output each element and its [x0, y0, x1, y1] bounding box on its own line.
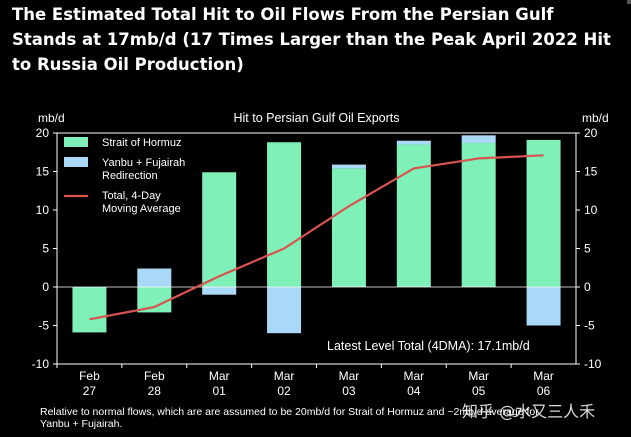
- legend-label-line: Strait of Hormuz: [102, 137, 181, 149]
- legend: Strait of Hormuz Yanbu + Fujairah Redirect…: [64, 137, 185, 215]
- line-layer: [89, 154, 544, 321]
- bar-yanbu-fujairah: [461, 135, 496, 144]
- bar-strait-of-hormuz: [461, 143, 496, 287]
- legend-label-line: Moving Average: [102, 203, 181, 215]
- line-4day-moving-average: [89, 154, 544, 321]
- bar-strait-of-hormuz: [202, 172, 237, 287]
- x-tick-label-line: 05: [472, 384, 486, 398]
- axis-left: -10 -5 0 5 10 15 20: [32, 126, 57, 371]
- x-tick-label: Mar 06: [533, 369, 554, 398]
- x-tick-label-line: 28: [148, 384, 162, 398]
- chart-svg: Hit to Persian Gulf Oil Exports mb/d mb/…: [32, 111, 609, 398]
- legend-label: Yanbu + Fujairah Redirection: [102, 157, 185, 182]
- x-tick-label-line: Mar: [339, 369, 360, 383]
- bar-yanbu-fujairah: [331, 164, 366, 169]
- bar-strait-of-hormuz: [72, 287, 107, 333]
- x-tick-label-line: 02: [277, 384, 291, 398]
- x-tick-label: Mar 04: [403, 369, 424, 398]
- y-tick-label-left: 15: [36, 165, 50, 179]
- y-tick-label-right: -10: [584, 357, 602, 371]
- bar-yanbu-fujairah: [137, 268, 172, 287]
- x-tick-label-line: Mar: [209, 369, 230, 383]
- y-tick-label-left: 10: [36, 203, 50, 217]
- x-tick-label-line: Feb: [79, 369, 100, 383]
- bar-yanbu-fujairah: [202, 287, 237, 295]
- x-tick-label: Feb 28: [144, 369, 165, 398]
- footnote-line-1: Relative to normal flows, which are are …: [40, 406, 539, 418]
- y-tick-label-left: 5: [42, 242, 49, 256]
- y-unit-right: mb/d: [582, 111, 609, 125]
- chart-title: Hit to Persian Gulf Oil Exports: [233, 111, 399, 125]
- watermark: 知乎 @水又三人禾: [462, 402, 596, 421]
- y-unit-left: mb/d: [38, 111, 65, 125]
- x-tick-label-line: 01: [213, 384, 227, 398]
- x-tick-label: Mar 02: [274, 369, 295, 398]
- corner-mark: [627, 0, 631, 4]
- x-tick-label: Mar 01: [209, 369, 230, 398]
- y-tick-label-left: 0: [42, 280, 49, 294]
- x-tick-label-line: Feb: [144, 369, 165, 383]
- legend-label-line: Total, 4-Day: [102, 190, 161, 202]
- y-tick-label-right: 15: [584, 165, 598, 179]
- legend-label-line: Redirection: [102, 170, 158, 182]
- bar-yanbu-fujairah: [396, 140, 431, 145]
- bar-strait-of-hormuz: [267, 142, 302, 287]
- x-tick-label: Feb 27: [79, 369, 100, 398]
- x-tick-label-line: 03: [342, 384, 356, 398]
- headline: The Estimated Total Hit to Oil Flows Fro…: [12, 5, 611, 74]
- x-tick-label-line: Mar: [533, 369, 554, 383]
- y-tick-label-left: -10: [32, 357, 50, 371]
- latest-level-annotation: Latest Level Total (4DMA): 17.1mb/d: [327, 339, 530, 353]
- x-tick-label-line: 04: [407, 384, 421, 398]
- bar-strait-of-hormuz: [526, 139, 561, 287]
- bar-strait-of-hormuz: [331, 168, 366, 287]
- legend-label: Strait of Hormuz: [102, 137, 181, 149]
- y-tick-label-right: -5: [584, 319, 595, 333]
- footnote-line-2: Yanbu + Fujairah.: [40, 418, 123, 430]
- y-tick-label-right: 10: [584, 203, 598, 217]
- y-tick-label-left: -5: [38, 319, 49, 333]
- x-tick-label: Mar 05: [468, 369, 489, 398]
- chart: Hit to Persian Gulf Oil Exports mb/d mb/…: [0, 100, 631, 437]
- y-tick-label-right: 5: [584, 242, 591, 256]
- bar-yanbu-fujairah: [267, 287, 302, 334]
- x-tick-label-line: 06: [537, 384, 551, 398]
- legend-swatch: [64, 157, 88, 167]
- x-tick-label-line: Mar: [468, 369, 489, 383]
- footnote: Relative to normal flows, which are are …: [40, 406, 600, 430]
- bar-yanbu-fujairah: [526, 287, 561, 326]
- x-tick-label: Mar 03: [339, 369, 360, 398]
- x-tick-label-line: Mar: [274, 369, 295, 383]
- y-tick-label-right: 20: [584, 126, 598, 140]
- axis-right: -10 -5 0 5 10 15 20: [576, 126, 602, 371]
- x-tick-label-line: Mar: [403, 369, 424, 383]
- y-tick-label-right: 0: [584, 280, 591, 294]
- legend-label-line: Yanbu + Fujairah: [102, 157, 185, 169]
- legend-swatch: [64, 137, 88, 147]
- x-tick-label-line: 27: [83, 384, 97, 398]
- legend-label: Total, 4-Day Moving Average: [102, 190, 181, 215]
- y-tick-label-left: 20: [36, 126, 50, 140]
